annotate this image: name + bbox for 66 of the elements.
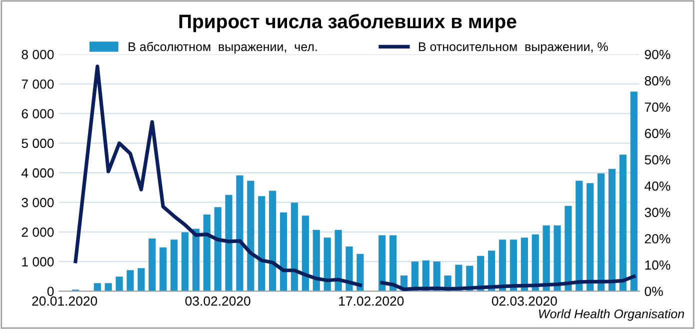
bar xyxy=(290,202,298,292)
bar xyxy=(510,240,518,292)
y2-tick-label: 20% xyxy=(644,234,670,244)
bar xyxy=(389,235,397,292)
bar xyxy=(619,154,627,292)
bar xyxy=(520,238,528,292)
y-tick-label: 0 xyxy=(47,286,54,296)
bar xyxy=(181,232,189,292)
bar xyxy=(269,190,276,292)
text: World Health Organisation xyxy=(539,309,684,321)
bar xyxy=(576,180,583,292)
y-tick-label: 1 000 xyxy=(22,257,54,266)
x-tick-label: 20.01.2020 xyxy=(32,296,98,306)
bar xyxy=(324,238,331,292)
y2-tick-label: 30% xyxy=(644,208,670,218)
bar xyxy=(280,212,288,292)
bar xyxy=(236,175,244,292)
bar xyxy=(564,206,572,292)
legend-label: В относительном выражении, % xyxy=(418,42,608,54)
bar xyxy=(214,207,222,292)
bar xyxy=(138,268,145,292)
bar xyxy=(116,276,123,292)
bar xyxy=(160,247,167,292)
legend-label: В абсолютном выражении, чел. xyxy=(128,42,317,54)
bar xyxy=(247,180,254,292)
y-tick-label: 3 000 xyxy=(22,198,54,208)
y2-tick-label: 70% xyxy=(644,102,670,112)
chart-title: Прирост числа заболевших в мире xyxy=(179,14,516,32)
bar xyxy=(94,283,101,292)
bar xyxy=(630,92,638,292)
y-tick-label: 5 000 xyxy=(22,138,54,148)
y2-tick-label: 40% xyxy=(644,181,670,191)
y2-tick-label: 0% xyxy=(644,286,663,296)
bar xyxy=(334,230,342,292)
y2-tick-label: 60% xyxy=(644,128,670,138)
bar xyxy=(126,270,134,292)
bar xyxy=(608,168,616,292)
bar xyxy=(598,173,605,292)
bar xyxy=(498,240,506,292)
y-tick-label: 6 000 xyxy=(22,109,54,118)
bar xyxy=(170,240,178,292)
bar xyxy=(532,234,539,292)
bar xyxy=(258,196,266,292)
bar xyxy=(378,235,386,292)
bar xyxy=(192,228,200,292)
bar xyxy=(586,183,594,292)
bar xyxy=(148,238,156,292)
bar xyxy=(542,225,550,292)
bar xyxy=(312,230,320,292)
x-tick-label: 02.03.2020 xyxy=(492,296,557,306)
y2-tick-label: 10% xyxy=(645,260,670,270)
bar xyxy=(225,194,232,292)
bar xyxy=(104,283,112,292)
y2-tick-label: 50% xyxy=(644,155,670,164)
bar xyxy=(554,225,561,292)
x-tick-label: 03.02.2020 xyxy=(185,296,250,306)
y-tick-label: 4 000 xyxy=(22,168,54,178)
y-tick-label: 8 000 xyxy=(22,50,54,60)
bar xyxy=(203,214,210,292)
y2-tick-label: 90% xyxy=(644,50,670,60)
y2-tick-label: 80% xyxy=(644,76,670,86)
y-tick-label: 7 000 xyxy=(22,79,54,89)
x-tick-label: 17.02.2020 xyxy=(339,296,404,306)
bar xyxy=(302,216,309,292)
y-tick-label: 2 000 xyxy=(22,228,54,237)
bar xyxy=(346,246,353,292)
